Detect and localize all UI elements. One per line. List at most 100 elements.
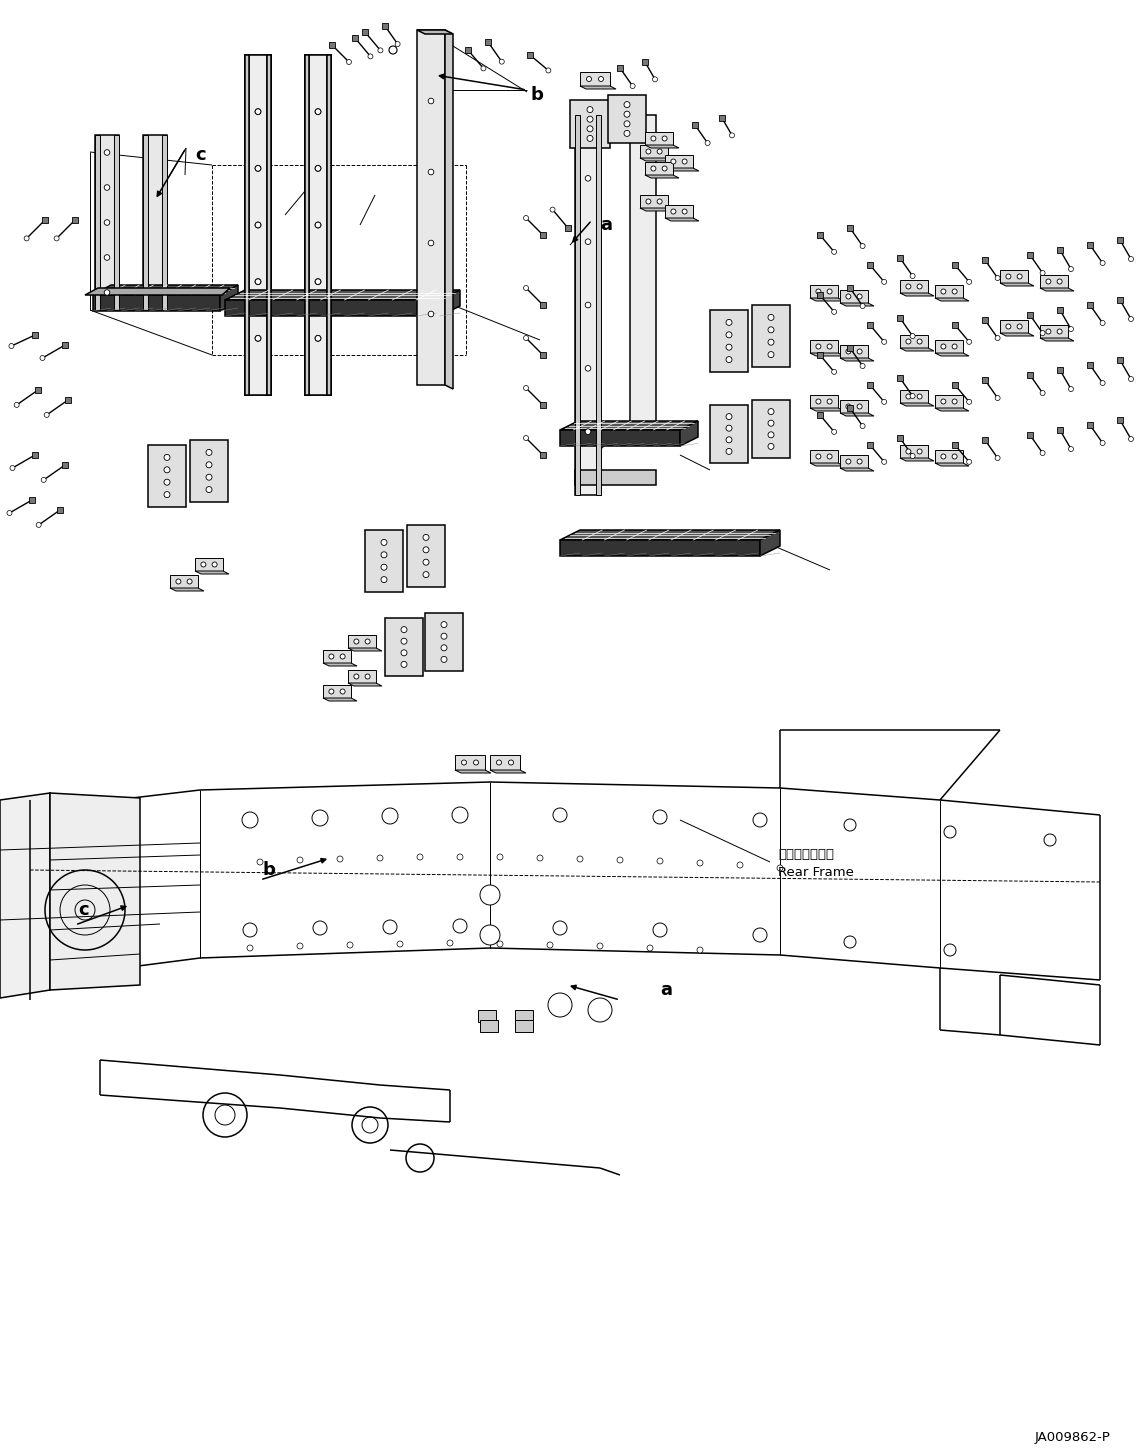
- Circle shape: [164, 492, 170, 498]
- Circle shape: [952, 399, 957, 404]
- Circle shape: [164, 466, 170, 473]
- Circle shape: [480, 65, 486, 71]
- Polygon shape: [195, 558, 222, 571]
- Polygon shape: [416, 30, 453, 33]
- Polygon shape: [900, 348, 934, 351]
- Polygon shape: [640, 145, 667, 158]
- Circle shape: [729, 132, 735, 138]
- Circle shape: [906, 393, 911, 399]
- Circle shape: [906, 338, 911, 344]
- Circle shape: [315, 222, 321, 228]
- Circle shape: [1128, 376, 1133, 382]
- Polygon shape: [900, 457, 934, 460]
- Circle shape: [944, 944, 956, 955]
- Circle shape: [917, 393, 922, 399]
- Circle shape: [547, 942, 553, 948]
- Circle shape: [577, 857, 583, 862]
- Circle shape: [768, 431, 774, 439]
- Circle shape: [995, 395, 1001, 401]
- Polygon shape: [810, 408, 844, 411]
- Polygon shape: [560, 421, 698, 430]
- Circle shape: [104, 219, 110, 225]
- Circle shape: [24, 235, 30, 241]
- Circle shape: [347, 60, 351, 64]
- Circle shape: [44, 412, 49, 417]
- Circle shape: [827, 454, 832, 459]
- Polygon shape: [143, 135, 148, 309]
- Polygon shape: [327, 55, 331, 395]
- Circle shape: [585, 302, 591, 308]
- Polygon shape: [630, 115, 656, 430]
- Circle shape: [537, 855, 543, 861]
- Circle shape: [1006, 274, 1011, 279]
- Circle shape: [545, 68, 551, 73]
- Polygon shape: [645, 145, 679, 148]
- Text: c: c: [78, 902, 89, 919]
- Circle shape: [497, 941, 503, 947]
- Circle shape: [381, 565, 387, 571]
- Polygon shape: [934, 298, 969, 301]
- Polygon shape: [575, 115, 580, 495]
- Circle shape: [243, 923, 257, 937]
- Circle shape: [461, 759, 467, 765]
- Circle shape: [657, 858, 663, 864]
- Polygon shape: [934, 408, 969, 411]
- Text: a: a: [600, 216, 612, 234]
- Circle shape: [428, 311, 434, 317]
- Circle shape: [104, 150, 110, 155]
- Polygon shape: [225, 290, 460, 301]
- Circle shape: [1128, 317, 1133, 321]
- Circle shape: [768, 443, 774, 450]
- Circle shape: [650, 136, 656, 141]
- Circle shape: [553, 921, 567, 935]
- Circle shape: [827, 289, 832, 293]
- Circle shape: [480, 886, 500, 905]
- Circle shape: [1057, 279, 1062, 285]
- Circle shape: [944, 826, 956, 838]
- Text: b: b: [262, 861, 276, 878]
- Polygon shape: [810, 298, 844, 301]
- Circle shape: [54, 235, 59, 241]
- Circle shape: [329, 653, 334, 659]
- Polygon shape: [934, 463, 969, 466]
- Polygon shape: [515, 1019, 533, 1032]
- Circle shape: [653, 77, 657, 81]
- Circle shape: [416, 854, 423, 860]
- Polygon shape: [560, 540, 760, 556]
- Circle shape: [164, 454, 170, 460]
- Circle shape: [768, 420, 774, 427]
- Circle shape: [585, 428, 591, 434]
- Polygon shape: [680, 421, 698, 446]
- Circle shape: [480, 925, 500, 945]
- Circle shape: [726, 357, 733, 363]
- Circle shape: [1068, 267, 1074, 272]
- Circle shape: [1006, 324, 1011, 330]
- Polygon shape: [245, 55, 272, 395]
- Circle shape: [381, 576, 387, 582]
- Circle shape: [827, 399, 832, 404]
- Polygon shape: [245, 55, 272, 395]
- Circle shape: [423, 572, 429, 578]
- Polygon shape: [455, 770, 491, 772]
- Polygon shape: [416, 30, 445, 385]
- Circle shape: [952, 344, 957, 348]
- Circle shape: [400, 639, 407, 645]
- Circle shape: [389, 46, 397, 54]
- Polygon shape: [95, 135, 119, 309]
- Circle shape: [726, 333, 733, 338]
- Circle shape: [682, 209, 687, 213]
- Text: c: c: [195, 147, 205, 164]
- Circle shape: [966, 279, 972, 285]
- Circle shape: [453, 919, 467, 934]
- Circle shape: [646, 150, 650, 154]
- Circle shape: [212, 562, 217, 566]
- Circle shape: [1057, 330, 1062, 334]
- Circle shape: [941, 399, 946, 404]
- Circle shape: [726, 425, 733, 431]
- Circle shape: [458, 854, 463, 860]
- Circle shape: [597, 942, 602, 950]
- Circle shape: [354, 639, 359, 645]
- Circle shape: [911, 273, 915, 279]
- Circle shape: [588, 998, 612, 1022]
- Circle shape: [726, 319, 733, 325]
